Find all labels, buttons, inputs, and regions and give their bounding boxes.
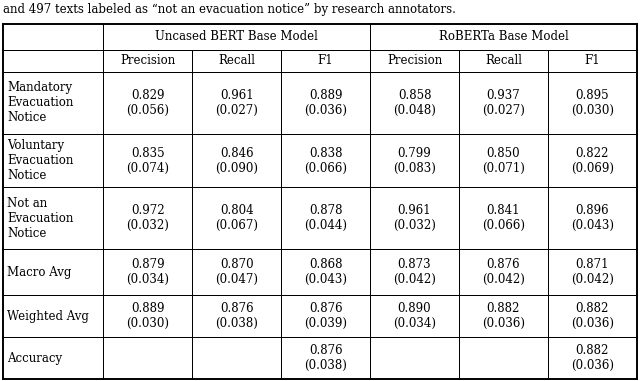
Text: 0.937
(0.027): 0.937 (0.027) [482,89,525,117]
Text: 0.876
(0.042): 0.876 (0.042) [482,258,525,287]
Text: 0.799
(0.083): 0.799 (0.083) [393,147,436,175]
Text: Not an
Evacuation
Notice: Not an Evacuation Notice [7,197,74,240]
Text: and 497 texts labeled as “not an evacuation notice” by research annotators.: and 497 texts labeled as “not an evacuat… [3,3,456,16]
Text: 0.895
(0.030): 0.895 (0.030) [571,89,614,117]
Text: 0.972
(0.032): 0.972 (0.032) [126,205,169,232]
Text: 0.868
(0.043): 0.868 (0.043) [304,258,347,287]
Text: 0.882
(0.036): 0.882 (0.036) [571,344,614,372]
Text: 0.889
(0.036): 0.889 (0.036) [304,89,347,117]
Text: Mandatory
Evacuation
Notice: Mandatory Evacuation Notice [7,82,74,125]
Text: Uncased BERT Base Model: Uncased BERT Base Model [156,30,318,43]
Text: 0.846
(0.090): 0.846 (0.090) [215,147,258,175]
Text: 0.879
(0.034): 0.879 (0.034) [126,258,169,287]
Text: 0.878
(0.044): 0.878 (0.044) [304,205,347,232]
Text: Macro Avg: Macro Avg [7,266,72,279]
Text: Precision: Precision [120,54,175,67]
Text: Precision: Precision [387,54,442,67]
Text: F1: F1 [584,54,600,67]
Text: 0.870
(0.047): 0.870 (0.047) [215,258,258,287]
Text: Recall: Recall [218,54,255,67]
Text: 0.896
(0.043): 0.896 (0.043) [571,205,614,232]
Text: 0.882
(0.036): 0.882 (0.036) [571,303,614,330]
Text: Accuracy: Accuracy [7,352,62,365]
Text: 0.804
(0.067): 0.804 (0.067) [215,205,258,232]
Text: 0.850
(0.071): 0.850 (0.071) [482,147,525,175]
Text: 0.889
(0.030): 0.889 (0.030) [126,303,169,330]
Text: 0.890
(0.034): 0.890 (0.034) [393,303,436,330]
Text: 0.841
(0.066): 0.841 (0.066) [482,205,525,232]
Text: RoBERTa Base Model: RoBERTa Base Model [438,30,568,43]
Text: 0.876
(0.038): 0.876 (0.038) [304,344,347,372]
Text: Recall: Recall [485,54,522,67]
Text: 0.838
(0.066): 0.838 (0.066) [304,147,347,175]
Text: 0.858
(0.048): 0.858 (0.048) [393,89,436,117]
Text: Weighted Avg: Weighted Avg [7,310,89,323]
Text: Voluntary
Evacuation
Notice: Voluntary Evacuation Notice [7,139,74,182]
Text: F1: F1 [318,54,333,67]
Text: 0.835
(0.074): 0.835 (0.074) [126,147,169,175]
Text: 0.961
(0.027): 0.961 (0.027) [215,89,258,117]
Text: 0.876
(0.038): 0.876 (0.038) [215,303,258,330]
Text: 0.873
(0.042): 0.873 (0.042) [393,258,436,287]
Text: 0.829
(0.056): 0.829 (0.056) [126,89,169,117]
Text: 0.822
(0.069): 0.822 (0.069) [571,147,614,175]
Text: 0.871
(0.042): 0.871 (0.042) [571,258,614,287]
Text: 0.961
(0.032): 0.961 (0.032) [393,205,436,232]
Text: 0.882
(0.036): 0.882 (0.036) [482,303,525,330]
Text: 0.876
(0.039): 0.876 (0.039) [304,303,347,330]
